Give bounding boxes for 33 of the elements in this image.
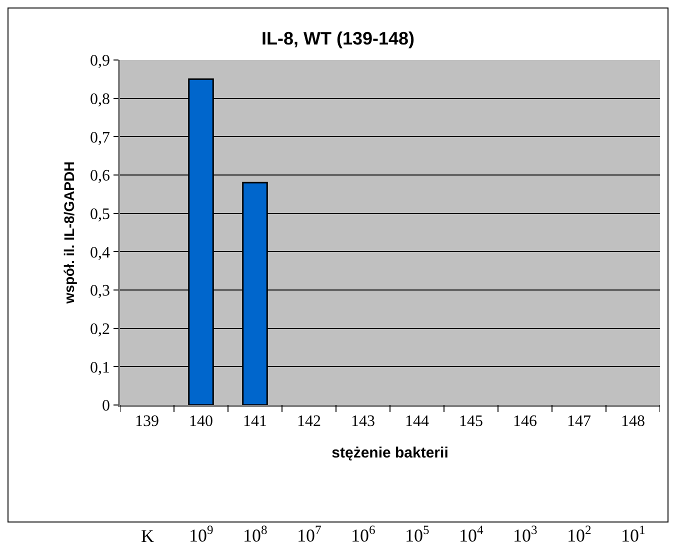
y-tick-label: 0 [102,398,110,415]
x-tick-label: 142 [297,412,321,430]
x-axis-title: stężenie bakterii [332,444,448,462]
text: 10$^{8}$ [243,523,268,546]
x-tick-label: 146 [513,412,537,430]
y-tick-label: 0,2 [90,320,110,338]
text: 10$^{3}$ [513,523,538,546]
text: 10$^{6}$ [351,523,376,546]
chart-title: IL-8, WT (139-148) [261,28,415,48]
y-tick-label: 0,9 [90,52,110,70]
text: 10$^{4}$ [459,523,484,546]
y-tick-label: 0,8 [90,90,110,108]
text: 10$^{7}$ [297,523,322,546]
y-tick-label: 0,7 [90,129,110,146]
x-tick-label: 140 [189,412,213,430]
x-tick-label: 144 [405,412,429,430]
y-tick-label: 0,6 [90,168,110,185]
y-tick-label: 0,4 [90,244,110,262]
text: 10$^{1}$ [621,523,646,546]
x-tick-label: 139 [135,412,159,430]
text: 10$^{9}$ [189,523,214,546]
text: 10$^{5}$ [405,523,430,546]
x-tick-label: 148 [621,412,645,430]
y-tick-label: 0,3 [90,282,110,300]
text: K [141,526,154,546]
y-tick-label: 0,1 [90,359,110,376]
y-axis-title: współ. il. IL-8/GAPDH [61,161,78,305]
x-tick-label: 145 [459,412,483,430]
y-tick-label: 0,5 [90,206,110,223]
x-tick-label: 143 [351,412,375,430]
x-tick-label: 141 [243,412,267,430]
x-tick-label: 147 [567,412,591,430]
text: 10$^{2}$ [567,523,592,546]
